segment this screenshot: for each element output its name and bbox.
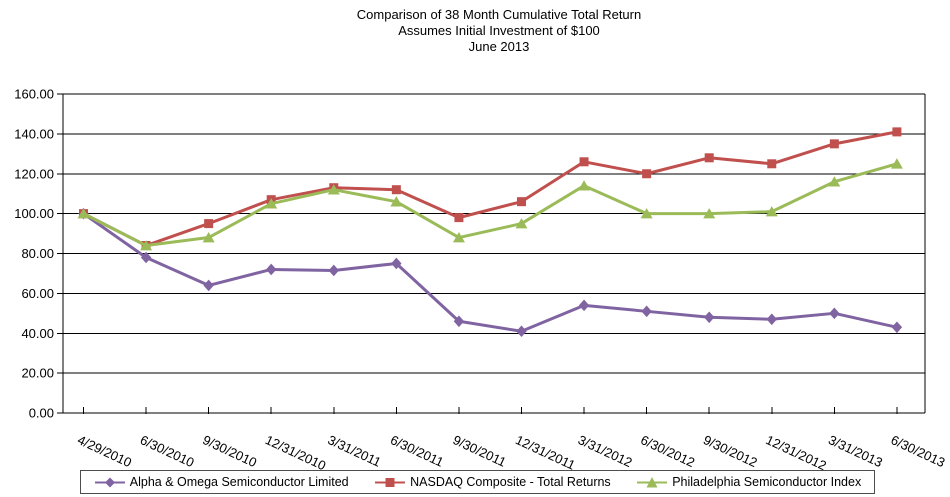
data-point-marker [140, 240, 153, 251]
chart-title-line2: Assumes Initial Investment of $100 [398, 23, 600, 38]
data-point-marker [204, 219, 214, 229]
chart-legend: Alpha & Omega Semiconductor Limited NASD… [80, 470, 875, 494]
data-point-marker [766, 313, 777, 326]
chart-title-line3: June 2013 [468, 39, 530, 54]
data-point-marker [516, 197, 526, 207]
data-point-marker [642, 169, 652, 179]
data-point-marker [454, 213, 464, 223]
y-axis-tick-label: 0.00 [29, 406, 54, 421]
data-point-marker [829, 139, 839, 149]
data-point-marker [391, 257, 402, 270]
data-point-marker [515, 218, 528, 229]
x-axis-tick-label: 3/31/2011 [326, 432, 384, 470]
data-point-marker [453, 315, 465, 328]
y-axis-tick-label: 40.00 [21, 326, 54, 341]
x-axis-tick-label: 6/30/2010 [138, 432, 197, 470]
y-axis-tick-label: 100.00 [14, 206, 54, 221]
legend-label: NASDAQ Composite - Total Returns [410, 475, 611, 489]
data-point-marker [640, 208, 653, 219]
square-marker-icon [374, 476, 406, 489]
data-point-marker [391, 185, 401, 195]
legend-item-alpha-omega: Alpha & Omega Semiconductor Limited [94, 475, 349, 489]
data-point-marker [704, 311, 715, 324]
x-axis-tick-label: 6/30/2011 [388, 432, 446, 470]
data-point-marker [516, 325, 527, 338]
data-point-marker [641, 305, 652, 318]
data-point-marker [202, 232, 215, 243]
chart-title-line1: Comparison of 38 Month Cumulative Total … [356, 7, 642, 22]
x-axis-tick-label: 12/31/2011 [513, 432, 577, 473]
data-point-marker [390, 196, 403, 207]
triangle-marker-icon [636, 476, 668, 489]
data-point-marker [765, 206, 778, 217]
data-point-marker [703, 208, 716, 219]
chart-title-block: Comparison of 38 Month Cumulative Total … [63, 7, 935, 55]
y-axis-tick-label: 80.00 [21, 246, 54, 261]
data-point-marker [327, 184, 340, 195]
y-axis-tick-label: 60.00 [21, 286, 54, 301]
data-point-marker [767, 159, 777, 169]
data-point-marker [265, 198, 278, 209]
data-point-marker [203, 279, 214, 292]
data-point-marker [578, 180, 591, 191]
data-point-marker [77, 208, 90, 219]
legend-item-philadelphia: Philadelphia Semiconductor Index [636, 475, 861, 489]
x-axis-tick-label: 6/30/2013 [889, 432, 948, 470]
data-point-marker [704, 153, 714, 163]
data-point-marker [266, 263, 277, 276]
data-point-marker [140, 251, 152, 264]
x-axis-tick-label: 9/30/2010 [200, 432, 259, 470]
x-axis-tick-label: 4/29/2010 [75, 432, 134, 470]
series-line-diamond [82, 212, 898, 333]
legend-label: Philadelphia Semiconductor Index [672, 475, 862, 489]
y-axis-tick-label: 160.00 [14, 87, 54, 102]
data-point-marker [579, 157, 589, 167]
data-point-marker [828, 176, 841, 187]
data-point-marker [829, 307, 840, 320]
x-axis-tick-label: 12/31/2010 [263, 432, 328, 473]
data-point-marker [890, 158, 903, 169]
series-line-triangle [82, 162, 898, 248]
legend-label: Alpha & Omega Semiconductor Limited [129, 475, 349, 489]
diamond-marker-icon [94, 476, 126, 489]
data-point-marker [891, 321, 903, 334]
data-point-marker [578, 299, 590, 312]
x-axis-tick-label: 9/30/2011 [451, 432, 509, 470]
legend-item-nasdaq: NASDAQ Composite - Total Returns [374, 475, 611, 489]
data-point-marker [892, 127, 902, 137]
x-axis-tick-label: 3/31/2013 [826, 432, 885, 470]
y-axis-tick-label: 20.00 [21, 366, 54, 381]
x-axis-tick-label: 12/31/2012 [764, 432, 829, 473]
series-line-square [82, 130, 898, 248]
x-axis-tick-label: 3/31/2012 [576, 432, 635, 470]
data-point-marker [328, 264, 339, 277]
data-point-marker [452, 232, 465, 243]
x-axis-tick-label: 6/30/2012 [638, 432, 697, 470]
y-axis-tick-label: 120.00 [14, 166, 54, 181]
y-axis-tick-label: 140.00 [14, 126, 54, 141]
x-axis-tick-label: 9/30/2012 [701, 432, 760, 470]
